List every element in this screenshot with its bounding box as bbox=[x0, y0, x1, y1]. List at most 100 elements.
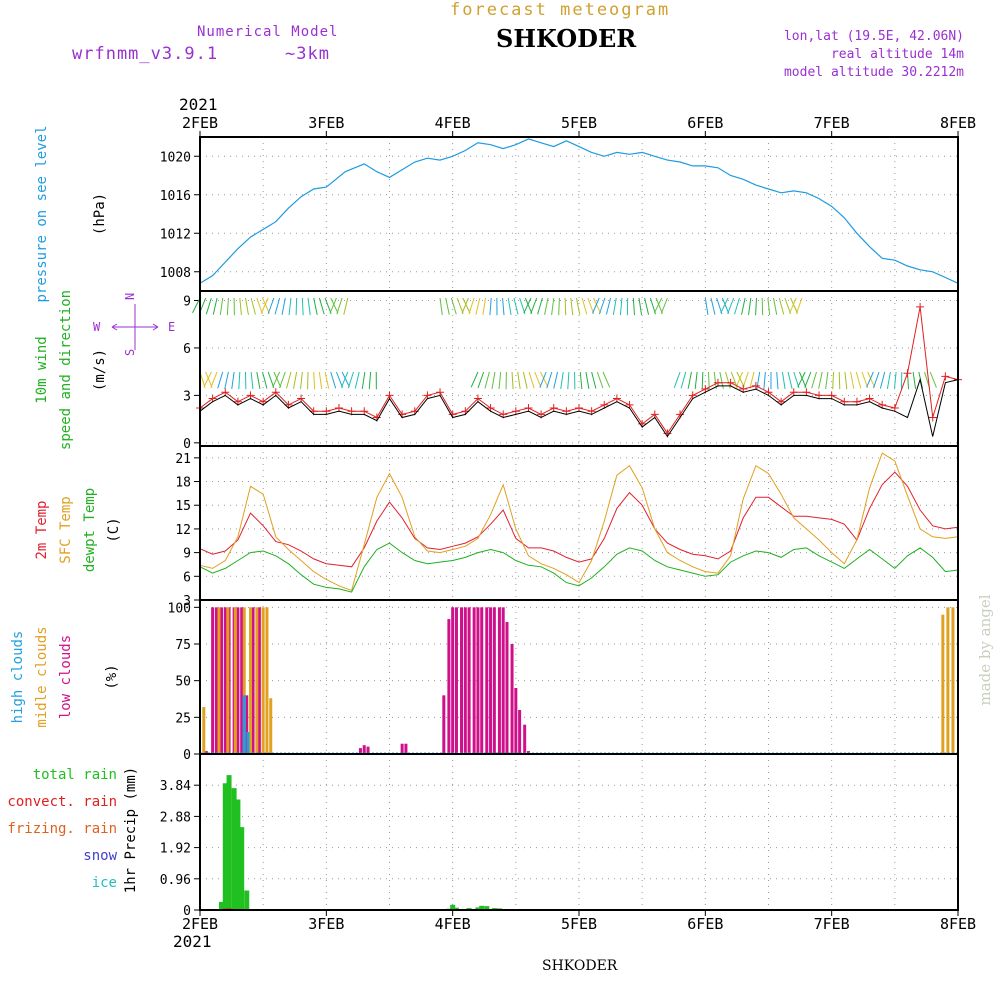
temp-dewpt-label: dewpt Temp bbox=[82, 488, 98, 572]
wind-direction-arrow bbox=[797, 371, 806, 388]
cloud-bar bbox=[217, 607, 221, 754]
temp-2m-label: 2m Temp bbox=[34, 500, 50, 559]
wind-speed-marker bbox=[789, 388, 798, 397]
cloud-bar bbox=[362, 745, 366, 754]
cloud-bar bbox=[514, 688, 518, 754]
cloud-bar bbox=[261, 607, 265, 754]
cloud-bar bbox=[501, 607, 505, 754]
precipitation-ytick-label: 0 bbox=[183, 904, 191, 919]
wind-speed-marker bbox=[246, 391, 255, 400]
wind-speed-marker bbox=[511, 407, 520, 416]
wind-direction-arrow bbox=[250, 371, 254, 390]
bottom-xtick-label: 8FEB bbox=[940, 915, 976, 933]
clouds-ytick-label: 100 bbox=[168, 601, 191, 616]
precipitation-ytick-label: 2.88 bbox=[160, 810, 191, 825]
wind-speed-marker bbox=[802, 388, 811, 397]
wind-direction-arrow bbox=[368, 371, 372, 390]
cloud-bar bbox=[242, 695, 246, 754]
wind-direction-arrow bbox=[844, 371, 848, 390]
wind-direction-arrow bbox=[517, 371, 521, 390]
temperature-ytick-label: 18 bbox=[175, 476, 191, 491]
cloud-bar bbox=[505, 622, 509, 754]
wind-direction-arrow bbox=[558, 297, 560, 316]
wind-direction-arrow bbox=[602, 371, 611, 388]
wind-direction-arrow bbox=[439, 297, 443, 316]
wind-direction-arrow bbox=[219, 297, 224, 316]
temp-unit-label: (C) bbox=[106, 517, 122, 542]
wind-direction-arrow bbox=[273, 371, 282, 388]
bottom-xtick-label: 4FEB bbox=[435, 915, 471, 933]
precip-bar bbox=[484, 906, 490, 910]
cloud-bar bbox=[946, 607, 950, 754]
wind-ytick-label: 9 bbox=[183, 294, 191, 309]
wind-direction-arrow bbox=[701, 371, 704, 390]
clouds-ytick-label: 25 bbox=[175, 711, 191, 726]
precip-bar bbox=[239, 827, 245, 910]
top-xtick-label: 8FEB bbox=[940, 114, 976, 132]
wind-direction-arrow bbox=[300, 371, 303, 390]
wind-direction-arrow bbox=[855, 371, 862, 389]
wind-unit-label: (m/s) bbox=[92, 349, 108, 391]
wind-direction-arrow bbox=[267, 371, 275, 389]
middle-clouds-label: midle clouds bbox=[34, 626, 50, 727]
wind-series-line bbox=[199, 377, 959, 438]
year-top: 2021 bbox=[179, 95, 218, 114]
wind-direction-arrow bbox=[341, 371, 350, 388]
cloud-bar bbox=[246, 732, 250, 754]
wind-direction-arrow bbox=[293, 371, 298, 389]
temperature-series-line bbox=[199, 471, 959, 568]
wind-direction-arrow bbox=[262, 371, 268, 389]
wind-direction-arrow bbox=[553, 371, 559, 389]
wind-ytick-label: 3 bbox=[183, 389, 191, 404]
wind-direction-arrow bbox=[929, 371, 937, 388]
cloud-bar bbox=[233, 607, 237, 754]
wind-direction-arrow bbox=[818, 371, 823, 389]
wind-speed-marker bbox=[562, 407, 571, 416]
wind-direction-arrow bbox=[318, 297, 325, 315]
cloud-bar bbox=[510, 644, 514, 754]
cloud-bar bbox=[489, 607, 493, 754]
model-altitude: model altitude 30.2212m bbox=[783, 65, 964, 80]
top-xtick-label: 4FEB bbox=[435, 114, 471, 132]
wind-direction-arrow bbox=[274, 297, 281, 315]
wind-legend-n: N bbox=[123, 293, 137, 300]
wind-direction-arrow bbox=[593, 297, 602, 314]
cloud-bar bbox=[404, 743, 408, 754]
temperature-ytick-label: 15 bbox=[175, 499, 191, 514]
precip-bar bbox=[453, 907, 459, 910]
precip-legend-4: ice bbox=[92, 875, 117, 891]
wind-direction-arrow bbox=[776, 371, 779, 390]
precipitation-ytick-label: 1.92 bbox=[160, 842, 191, 857]
wind-direction-arrow bbox=[313, 297, 318, 315]
cloud-bar bbox=[451, 607, 455, 754]
wind-direction-arrow bbox=[721, 297, 730, 314]
wind-direction-arrow bbox=[587, 297, 595, 314]
wind-direction-arrow bbox=[570, 297, 574, 316]
cloud-bar bbox=[366, 746, 370, 754]
wind-direction-arrow bbox=[804, 371, 812, 388]
wind-direction-arrow bbox=[256, 371, 261, 389]
wind-direction-arrow bbox=[224, 371, 229, 389]
precip-bar bbox=[244, 890, 250, 910]
temperature-ytick-label: 12 bbox=[175, 523, 191, 538]
wind-direction-arrow bbox=[579, 371, 583, 390]
cloud-bar bbox=[447, 619, 451, 754]
wind-direction-arrow bbox=[612, 297, 617, 315]
wind-direction-arrow bbox=[507, 297, 512, 315]
cloud-bar bbox=[223, 607, 227, 754]
precipitation-ytick-label: 0.96 bbox=[160, 873, 191, 888]
footer-station: SHKODER bbox=[542, 958, 618, 974]
wind-direction-arrow bbox=[313, 371, 316, 390]
wind-direction-arrow bbox=[710, 297, 716, 315]
bottom-xtick-label: 7FEB bbox=[814, 915, 850, 933]
clouds-panel-frame bbox=[199, 599, 959, 755]
wind-direction-arrow bbox=[749, 371, 755, 389]
cloud-bar bbox=[463, 607, 467, 754]
bottom-xtick-label: 5FEB bbox=[561, 915, 597, 933]
wind-direction-arrow bbox=[619, 297, 623, 316]
wind-direction-arrow bbox=[523, 297, 532, 314]
precip-bar bbox=[479, 905, 485, 910]
cloud-bar bbox=[242, 607, 246, 754]
wind-direction-arrow bbox=[912, 371, 917, 390]
precip-bar bbox=[450, 904, 456, 910]
